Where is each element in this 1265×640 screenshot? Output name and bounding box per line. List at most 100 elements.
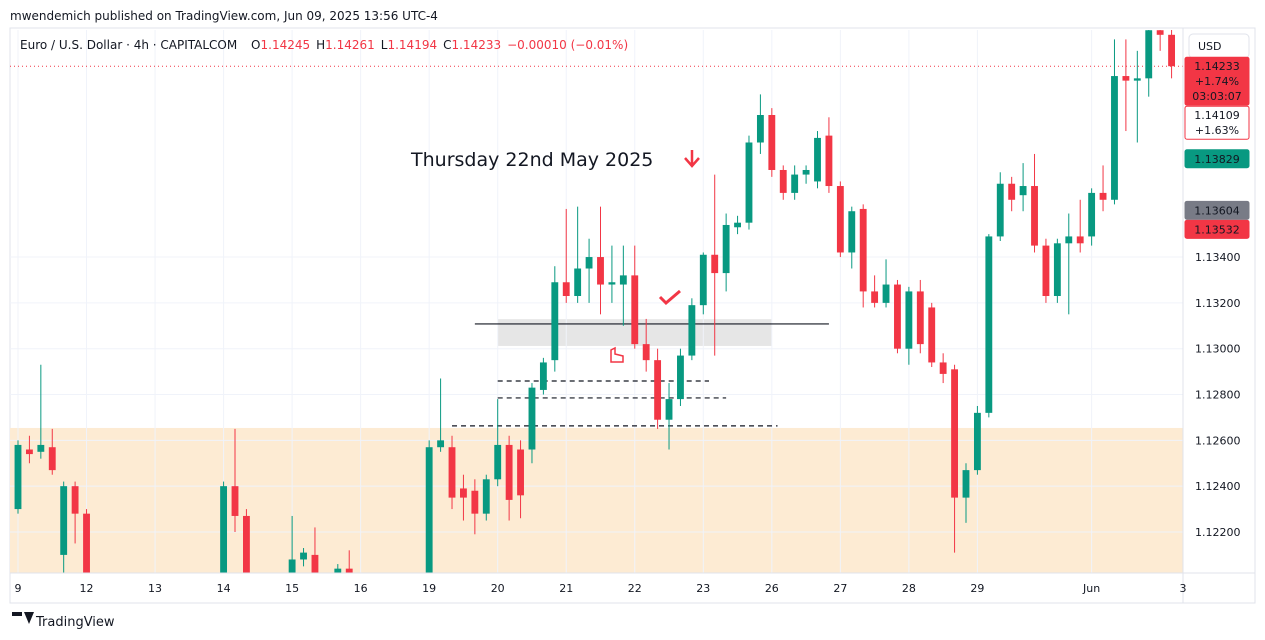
candle-body [734,222,741,228]
annotation: Thursday 22nd May 2025 [410,149,653,171]
candle-body [1031,186,1038,246]
candle-body [1145,30,1153,79]
x-tick-label: 3 [1180,582,1187,595]
price-badge [1184,149,1250,169]
price-badge-label: 1.13829 [1194,153,1240,166]
candle-body [996,183,1004,237]
ohlc-key: H [316,38,325,52]
candle-body [745,142,753,223]
x-tick-label: 21 [559,582,573,595]
chart-frame [9,27,1256,604]
candle-body [882,284,890,303]
candle-body [836,186,844,253]
candle-body [1156,30,1164,35]
candle-body [1111,76,1118,200]
candle-body [14,444,22,510]
candle-body [1019,186,1027,196]
candle-body [711,254,719,274]
candle-body [1122,76,1130,81]
candle-body [654,360,662,420]
candle-body [1168,34,1176,67]
candle-body [1065,236,1073,244]
price-badge-line: +1.63% [1195,124,1239,137]
candle-body [1099,192,1107,200]
x-tick-label: 15 [285,582,299,595]
candle-body [25,449,33,455]
candle-body [505,444,513,500]
candle-body [619,275,627,285]
candle-body [642,344,650,361]
candle-body [608,282,616,285]
candle-body [334,568,342,573]
x-tick-label: 14 [217,582,231,595]
candle-body [528,387,536,450]
change: −0.00010 (−0.01%) [507,38,628,52]
y-tick-label: 1.12200 [1195,526,1241,539]
x-tick-label: 29 [970,582,984,595]
candle-body [1008,183,1016,200]
price-badge [1184,219,1250,239]
candle-body [768,115,776,170]
candle-body [551,282,559,361]
candle-body [951,369,958,498]
x-tick-label: 16 [354,582,368,595]
candle-body [871,291,879,303]
price-badge-line: +1.74% [1195,75,1239,88]
arrow-icon [684,150,700,168]
candle-body [928,307,936,363]
price-badge [1184,200,1250,220]
candle-body [60,486,68,555]
y-tick-label: 1.13000 [1195,343,1241,356]
candle-body [962,470,970,498]
symbol: Euro / U.S. Dollar · 4h · CAPITALCOM [20,38,237,52]
candle-body [300,552,307,560]
candle-body [699,254,707,306]
y-tick-label: 1.12400 [1195,480,1241,493]
candle-body [83,513,90,573]
candle-body [665,399,673,420]
candle-body [825,135,833,187]
candle-body [597,257,604,285]
x-tick-label: 19 [422,582,436,595]
candle-body [688,305,696,356]
price-badge [1184,105,1250,140]
x-tick-label: 20 [491,582,505,595]
brand-logo [12,612,34,624]
y-tick-label: 1.13200 [1195,297,1241,310]
candle-body [471,490,479,514]
candle-body [448,447,456,498]
candle-body [1133,78,1141,81]
ohlc-value: 1.14233 [451,38,501,52]
candle-body [437,440,445,448]
currency[interactable]: USD [1198,40,1222,53]
candle-body [905,291,913,349]
check-icon [658,289,681,306]
candle-body [814,137,821,182]
x-tick-label: Jun [1082,582,1100,595]
candle-body [1053,243,1061,297]
ohlc-key: O [251,38,260,52]
x-tick-label: 13 [148,582,162,595]
candle-body [37,444,45,452]
candle-body [425,447,433,573]
candle-body [288,559,296,573]
candle-body [722,224,730,274]
candle-body [631,275,639,345]
attribution: mwendemich published on TradingView.com,… [10,9,438,23]
ohlc-value: 1.14261 [325,38,375,52]
candle-body [939,362,947,374]
candle-body [311,554,319,573]
candle-body [494,444,502,480]
candle-body [482,479,490,514]
plot-area [10,30,1183,573]
candle-body [517,449,524,496]
legend-header: Euro / U.S. Dollar · 4h · CAPITALCOM O 1.… [20,38,628,52]
x-tick-label: 23 [696,582,710,595]
x-tick-label: 12 [80,582,94,595]
candle-body [48,447,56,471]
y-tick-label: 1.12800 [1195,389,1241,402]
price-badge-label: 1.14233 [1194,60,1240,73]
price-badge-line: 03:03:07 [1192,90,1241,103]
